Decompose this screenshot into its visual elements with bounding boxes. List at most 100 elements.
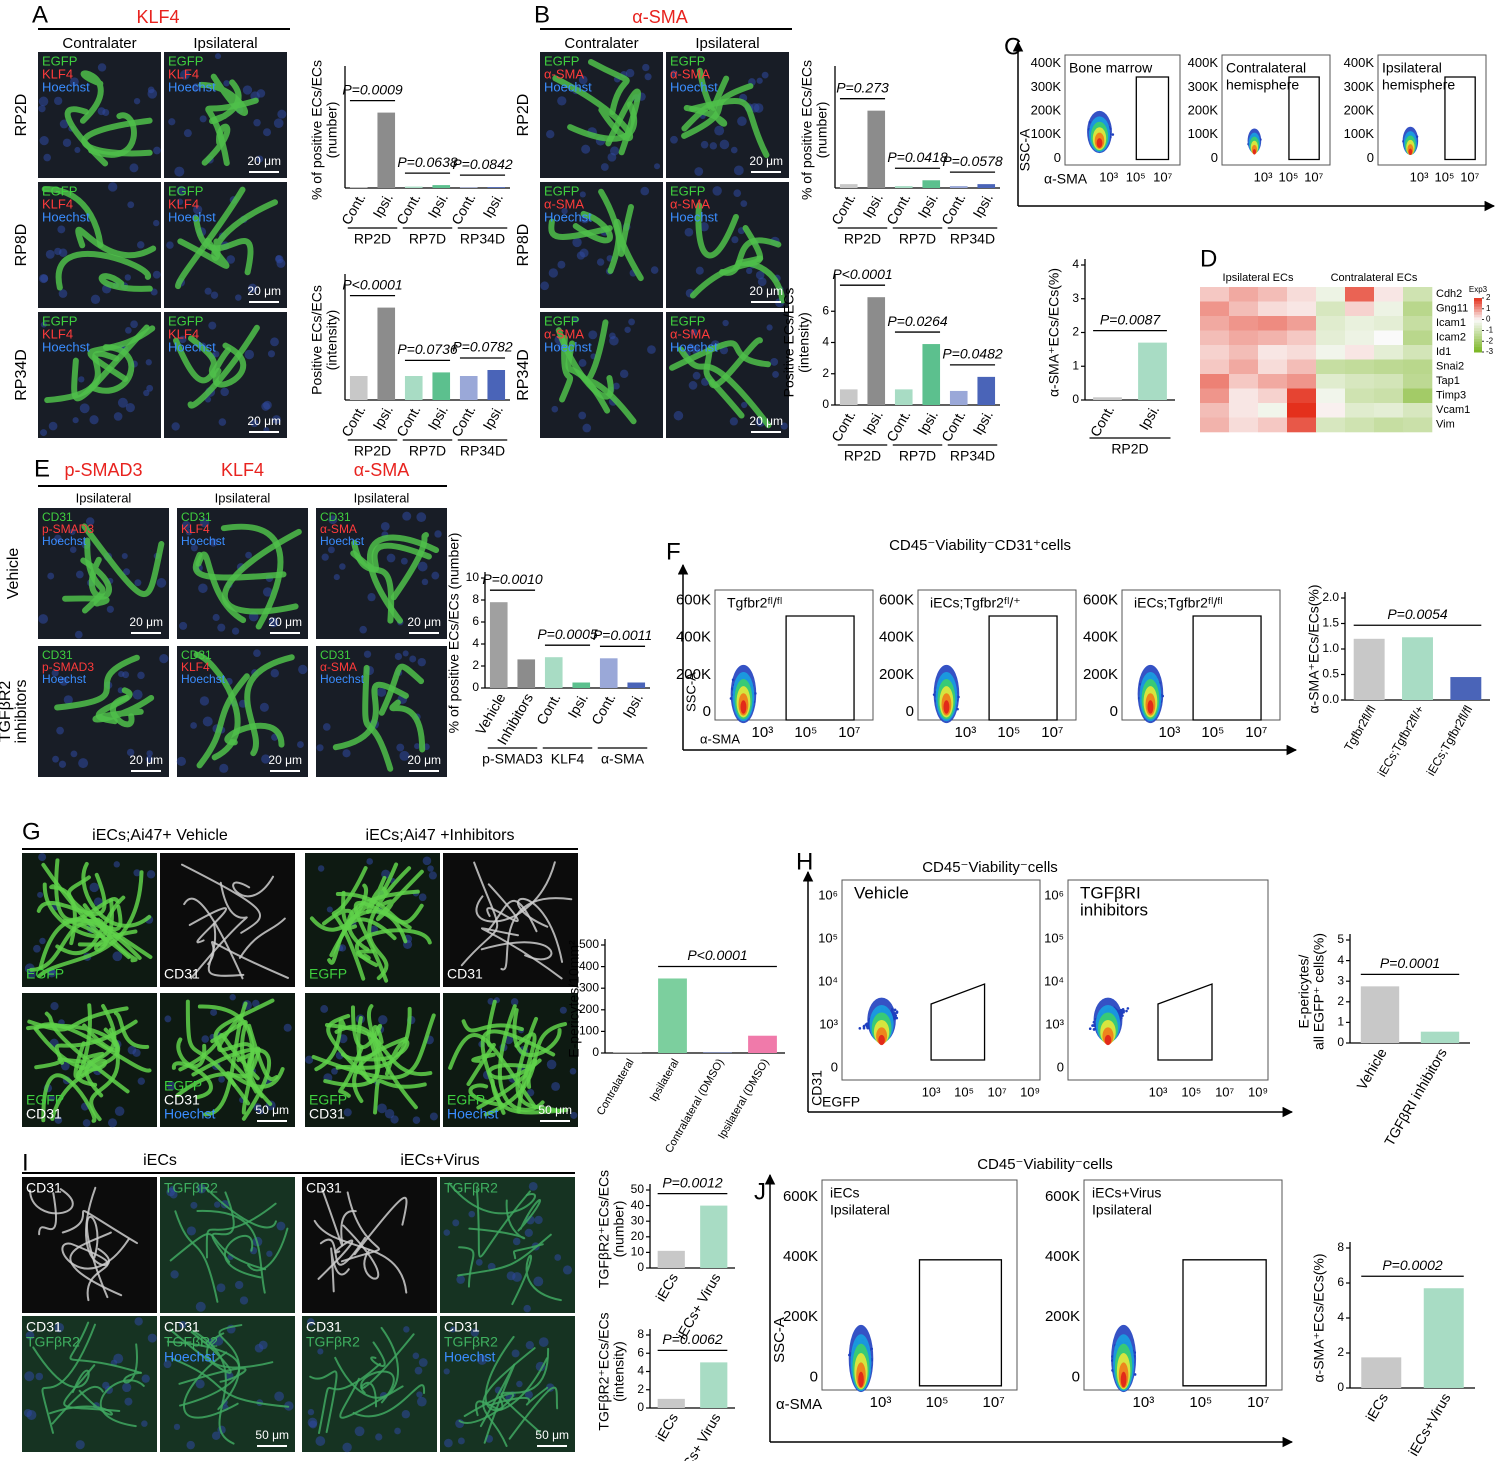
nucleus	[231, 627, 240, 635]
nucleus	[733, 189, 742, 198]
axis-tick-label: 10³	[819, 1016, 838, 1031]
colorbar-step	[1474, 335, 1482, 339]
vessel	[79, 70, 104, 124]
heatmap-cell	[1287, 287, 1317, 302]
nucleus	[418, 1358, 428, 1367]
nucleus	[74, 146, 81, 153]
bar	[894, 389, 913, 405]
nucleus	[123, 568, 131, 576]
vessel	[183, 897, 244, 980]
axis-tick-label: 600K	[1045, 1188, 1080, 1205]
nucleus	[417, 561, 428, 572]
heatmap-cell	[1287, 403, 1317, 418]
axis-tick-label: 400K	[1045, 1248, 1080, 1265]
channel-label: α-SMA	[320, 660, 357, 674]
axis-tick-label: 10⁹	[1020, 1084, 1040, 1099]
event	[895, 1011, 899, 1014]
x-tick-label: iECs	[652, 1410, 681, 1444]
nucleus	[199, 518, 210, 528]
panel-letter: G	[22, 818, 41, 845]
y-axis-label: α-SMA⁺ECs/ECs(%)	[1311, 1253, 1327, 1382]
channel-label: EGFP	[309, 966, 347, 982]
channel-label: p-SMAD3	[42, 522, 94, 536]
x-tick-label: Ipsi.	[369, 190, 396, 220]
nucleus	[317, 865, 325, 872]
vessel	[367, 866, 412, 981]
bar	[700, 1205, 728, 1268]
y-tick-label: 6	[822, 303, 829, 317]
nucleus	[48, 421, 58, 431]
nucleus	[576, 251, 585, 260]
nucleus	[214, 53, 222, 60]
nucleus	[40, 321, 47, 328]
scale-label: 20 μm	[129, 753, 163, 767]
panel-title: CD45⁻Viability⁻cells	[922, 859, 1058, 876]
x-tick-label: Contralateral	[595, 1057, 637, 1118]
event	[1088, 1027, 1092, 1031]
vessel	[468, 1083, 505, 1108]
scale-label: 50 μm	[538, 1103, 572, 1117]
axis-tick-label: 200K	[1083, 666, 1118, 683]
vessel	[517, 1199, 542, 1232]
vessel	[482, 1347, 536, 1447]
axis-label: SSC-A	[1017, 128, 1033, 171]
channel-label: Hoechst	[168, 339, 216, 354]
nucleus	[37, 891, 44, 898]
channel-label: TGFβR2	[26, 1334, 80, 1350]
plot-label: Bone marrow	[1069, 60, 1153, 76]
bar	[949, 186, 968, 188]
vessel	[476, 1058, 538, 1110]
nucleus	[740, 200, 748, 207]
heatmap-cell	[1374, 345, 1404, 360]
nucleus	[670, 135, 678, 144]
vessel	[703, 345, 745, 419]
vessel	[360, 1333, 415, 1408]
column-label: Contralater	[564, 35, 638, 52]
nucleus	[628, 318, 636, 326]
vessel	[64, 106, 109, 167]
colorbar-step	[1474, 298, 1482, 302]
nucleus	[48, 1095, 56, 1102]
bar	[922, 344, 941, 405]
x-tick-label: Cont.	[533, 690, 564, 727]
vessel	[313, 1219, 408, 1294]
micrograph	[540, 182, 663, 308]
nucleus	[331, 1067, 338, 1075]
nucleus	[54, 247, 62, 256]
nucleus	[270, 337, 279, 347]
nucleus	[746, 267, 753, 275]
axis-tick-label: 400K	[879, 629, 914, 646]
nucleus	[512, 1237, 521, 1246]
nucleus	[770, 357, 779, 366]
nucleus	[112, 951, 123, 962]
vessel	[311, 1013, 436, 1080]
vessel	[34, 1022, 152, 1073]
y-tick-label: 8	[637, 1327, 644, 1341]
channel-label: EGFP	[544, 313, 579, 328]
nucleus	[417, 1396, 427, 1407]
heatmap-cell	[1258, 316, 1288, 331]
vessel	[681, 75, 730, 132]
channel-label: CD31	[306, 1319, 342, 1335]
nucleus	[333, 574, 340, 581]
bar	[349, 376, 368, 400]
y-tick-label: 8	[1337, 1240, 1344, 1254]
vessel	[353, 1196, 408, 1256]
nucleus	[171, 422, 180, 431]
colorbar-step	[1474, 327, 1482, 331]
nucleus	[247, 283, 258, 293]
axis-tick-label: 10³	[1254, 169, 1273, 184]
y-tick-label: 6	[637, 1345, 644, 1359]
nucleus	[168, 118, 176, 126]
nucleus	[699, 222, 709, 232]
vessel	[44, 350, 120, 404]
nucleus	[63, 695, 73, 705]
scale-label: 20 μm	[749, 154, 783, 168]
nucleus	[581, 144, 591, 154]
y-axis-label: (intensity)	[611, 1341, 627, 1402]
bar	[657, 1398, 685, 1408]
vessel	[191, 1047, 271, 1121]
panel-letter: C	[1004, 33, 1021, 60]
scale-label: 20 μm	[749, 284, 783, 298]
nucleus	[409, 655, 417, 663]
